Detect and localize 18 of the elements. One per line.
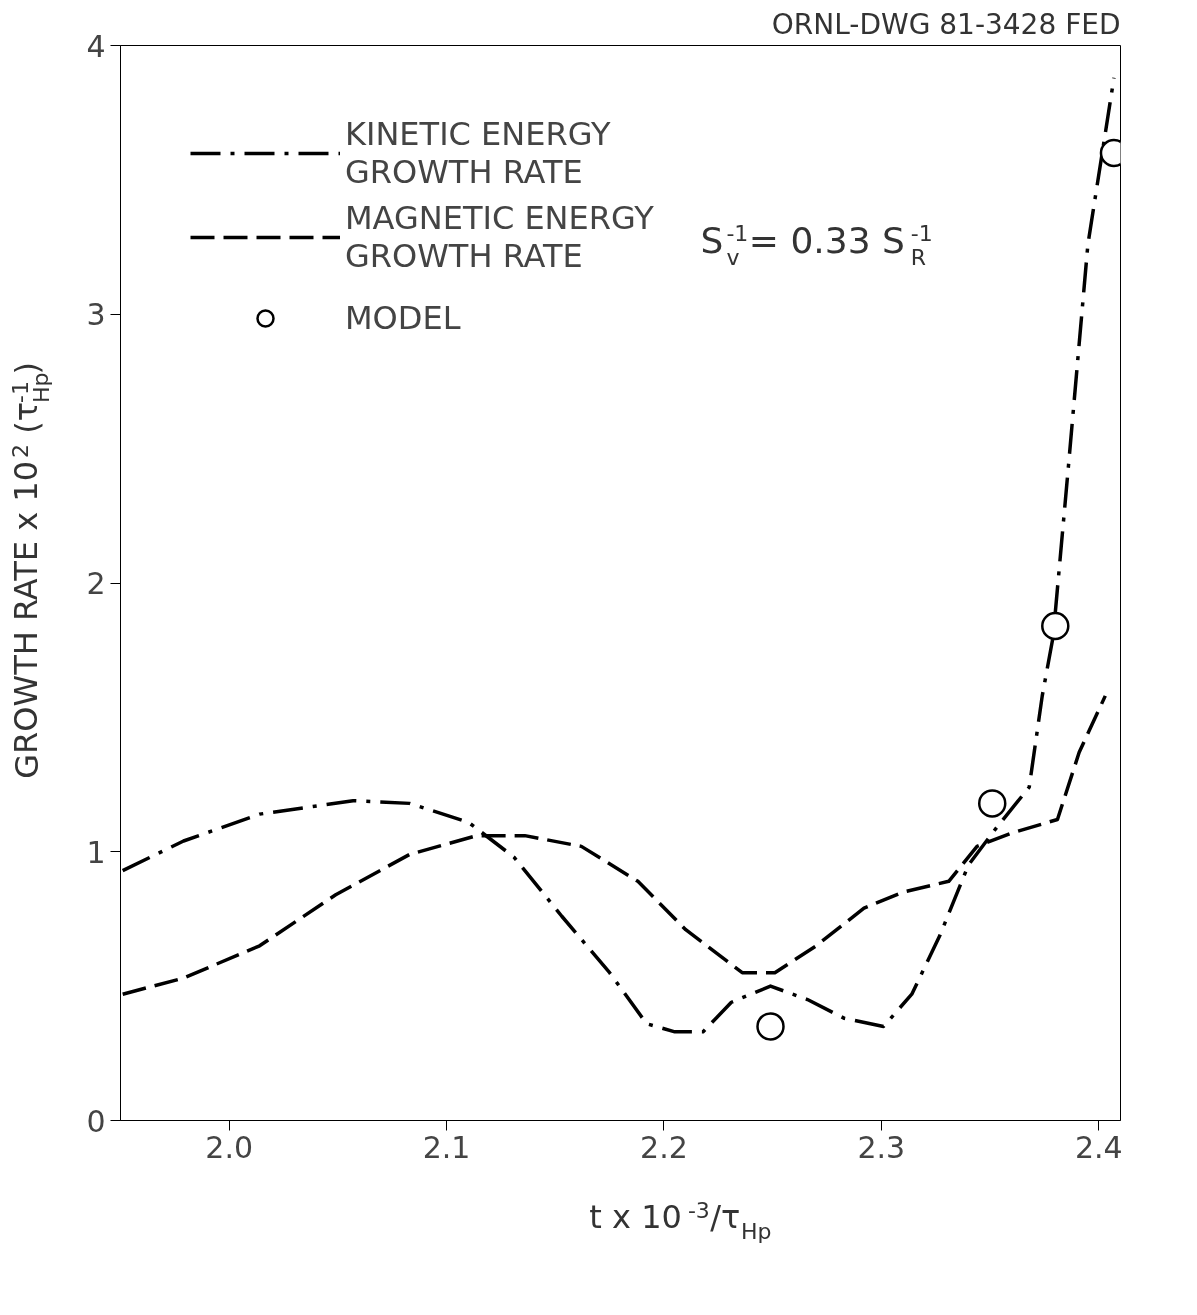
legend-label: KINETIC ENERGY GROWTH RATE <box>345 115 611 191</box>
x-tick-label: 2.0 <box>205 1129 254 1165</box>
x-tick-label: 2.4 <box>1074 1129 1123 1165</box>
y-tick-label: 4 <box>86 28 106 64</box>
y-tick-label: 0 <box>86 1103 106 1139</box>
legend-label: MODEL <box>345 298 461 339</box>
text: ORNL-DWG 81-3428 FED <box>771 7 1121 41</box>
x-tick-label: 2.1 <box>422 1129 471 1165</box>
x-tick-label: 2.2 <box>640 1129 688 1165</box>
y-tick-label: 1 <box>86 834 106 870</box>
point <box>977 789 1007 818</box>
y-axis-title: GROWTH RATE x 102 (τHp-1) <box>7 361 54 779</box>
legend-label: MAGNETIC ENERGY GROWTH RATE <box>345 199 654 275</box>
point <box>756 1012 785 1041</box>
point <box>1041 611 1070 641</box>
x-tick-label: 2.3 <box>857 1129 906 1165</box>
y-tick-label: 2 <box>86 566 106 601</box>
y-tick-label: 3 <box>86 297 106 333</box>
